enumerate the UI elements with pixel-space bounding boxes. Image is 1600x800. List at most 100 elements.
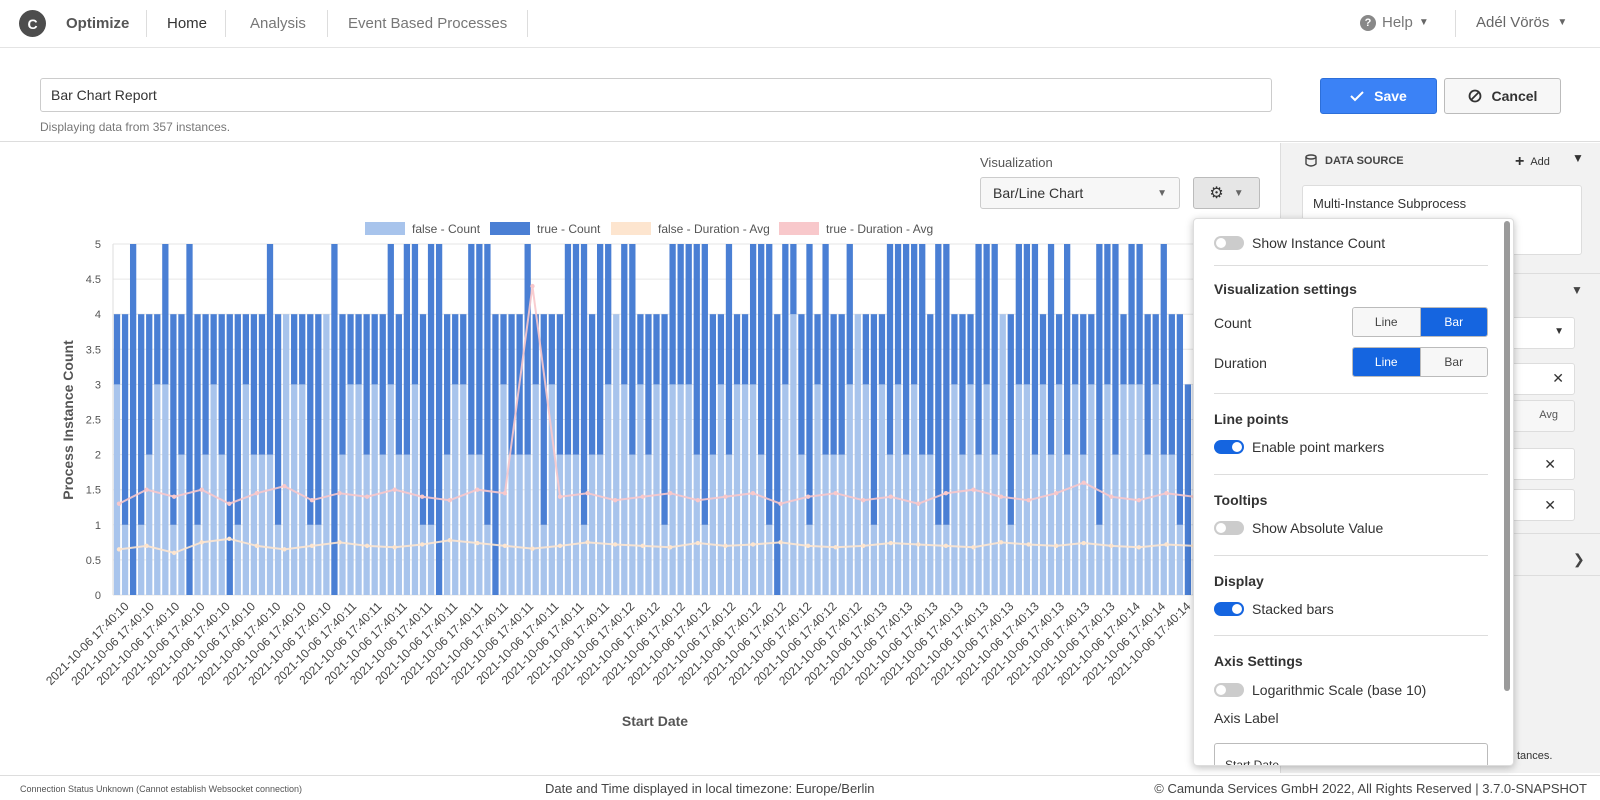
bar-false-count (1144, 454, 1151, 595)
data-source-label: DATA SOURCE (1325, 154, 1404, 167)
save-button[interactable]: Save (1320, 78, 1437, 114)
add-data-source-button[interactable]: + Add (1515, 153, 1550, 171)
bar-true-count (1128, 244, 1135, 385)
point-true-duration (1136, 498, 1142, 503)
bar-false-count (339, 454, 346, 595)
point-true-duration (695, 498, 701, 503)
nav-divider (327, 10, 328, 37)
visualization-select[interactable]: Bar/Line Chart ▼ (980, 177, 1180, 209)
point-false-duration (1109, 543, 1114, 549)
point-true-duration (998, 494, 1004, 499)
camunda-logo[interactable]: C (19, 10, 46, 37)
point-true-duration (943, 491, 949, 496)
help-menu[interactable]: ? Help ▼ (1360, 14, 1429, 31)
point-true-duration (1164, 491, 1169, 496)
point-false-duration (998, 540, 1004, 545)
log-scale-label: Logarithmic Scale (base 10) (1252, 682, 1427, 698)
legend-label: true - Duration - Avg (826, 222, 933, 236)
close-icon: ✕ (1552, 370, 1564, 386)
bar-true-count (878, 314, 886, 385)
point-true-duration (861, 498, 866, 503)
bar-false-count (605, 384, 612, 595)
bar-true-count (307, 314, 314, 525)
point-true-duration (171, 494, 177, 499)
bar-false-count (1128, 384, 1135, 595)
duration-line-option[interactable]: Line (1353, 348, 1420, 376)
divider (1214, 474, 1488, 475)
point-false-duration (585, 540, 590, 545)
bar-false-count (701, 524, 708, 595)
bar-true-count (218, 314, 225, 455)
enable-point-markers-toggle[interactable] (1214, 440, 1244, 454)
point-false-duration (943, 543, 949, 549)
bar-false-count (975, 454, 982, 595)
user-menu[interactable]: Adél Vörös ▼ (1476, 14, 1567, 31)
cancel-button[interactable]: Cancel (1444, 78, 1561, 114)
point-false-duration (888, 540, 893, 546)
report-header: Displaying data from 357 instances. Save… (0, 48, 1600, 142)
bar-false-count (1096, 524, 1103, 595)
bar-false-count (258, 454, 266, 595)
count-bar-option[interactable]: Bar (1419, 308, 1487, 336)
bar-false-count (1055, 384, 1063, 595)
bar-false-count (669, 384, 676, 595)
show-instance-count-toggle[interactable] (1214, 236, 1244, 250)
y-tick-label: 2.5 (86, 415, 101, 427)
bar-false-count (1039, 384, 1047, 595)
bar-true-count (749, 244, 757, 385)
bar-false-count (411, 384, 419, 595)
stacked-bars-toggle[interactable] (1214, 602, 1244, 616)
show-absolute-value-toggle[interactable] (1214, 521, 1244, 535)
bar-true-count (605, 244, 612, 385)
axis-label-input[interactable] (1214, 743, 1488, 765)
popover-scrollbar[interactable] (1504, 221, 1510, 691)
report-name-input[interactable] (40, 78, 1272, 112)
bar-true-count (862, 314, 869, 385)
save-button-label: Save (1374, 88, 1407, 104)
bar-false-count (991, 454, 998, 595)
point-true-duration (668, 491, 673, 496)
point-true-duration (392, 487, 397, 492)
bar-true-count (806, 244, 813, 525)
bar-false-count (621, 384, 628, 595)
instances-info: Displaying data from 357 instances. (40, 120, 231, 134)
visualization-settings-button[interactable]: ⚙ ▼ (1193, 177, 1260, 209)
bar-true-count (299, 314, 306, 385)
app-name[interactable]: Optimize (66, 15, 130, 32)
bar-true-count (476, 244, 483, 455)
nav-tab-analysis[interactable]: Analysis (250, 15, 306, 32)
bar-true-count (822, 244, 829, 455)
chevron-down-icon[interactable]: ▼ (1571, 283, 1583, 297)
legend-label: true - Count (537, 222, 601, 236)
bar-false-count (371, 384, 378, 595)
bar-false-count (886, 454, 894, 595)
bar-true-count (210, 314, 217, 385)
duration-bar-option[interactable]: Bar (1419, 348, 1487, 376)
chevron-down-icon[interactable]: ▼ (1572, 151, 1584, 165)
y-tick-label: 5 (95, 239, 101, 251)
point-false-duration (530, 546, 535, 551)
tooltips-heading: Tooltips (1214, 492, 1268, 508)
nav-divider (1455, 10, 1456, 37)
bar-false-count (395, 454, 402, 595)
bar-false-count (637, 384, 644, 595)
bar-true-count (790, 244, 797, 315)
point-true-duration (585, 491, 590, 496)
bar-false-count (806, 524, 813, 595)
nav-tab-event-based-processes[interactable]: Event Based Processes (348, 15, 508, 32)
y-tick-label: 1 (95, 520, 101, 532)
bar-true-count (492, 314, 499, 595)
bar-true-count (1055, 314, 1063, 385)
count-line-option[interactable]: Line (1353, 308, 1420, 336)
axis-label-label: Axis Label (1214, 710, 1279, 726)
bar-true-count (830, 314, 837, 455)
point-false-duration (1053, 543, 1059, 549)
bar-false-count (291, 384, 298, 595)
axis-settings-heading: Axis Settings (1214, 653, 1303, 669)
bar-true-count (315, 314, 322, 525)
bar-true-count (645, 314, 652, 455)
log-scale-toggle[interactable] (1214, 683, 1244, 697)
chevron-right-icon[interactable]: ❯ (1573, 551, 1585, 567)
nav-tab-home[interactable]: Home (167, 15, 208, 32)
bar-false-count (218, 454, 225, 595)
